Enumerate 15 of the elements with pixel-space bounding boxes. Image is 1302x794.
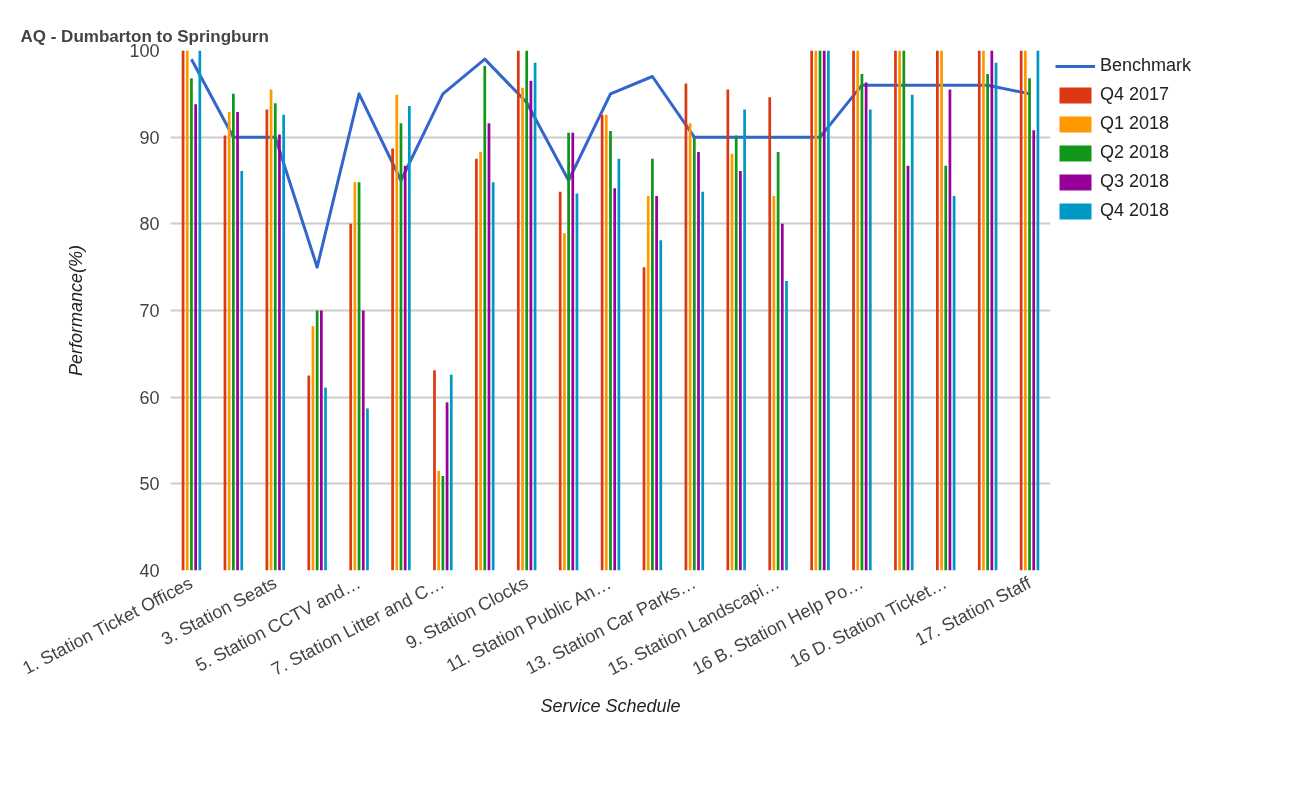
- y-tick-label: 40: [139, 561, 160, 581]
- y-tick-label: 70: [139, 301, 160, 321]
- legend-label: Benchmark: [1100, 55, 1192, 76]
- legend-label: Q3 2018: [1100, 171, 1170, 192]
- y-tick-label: 100: [129, 41, 160, 61]
- legend-label: Q4 2017: [1100, 84, 1170, 105]
- y-tick-label: 60: [139, 387, 160, 408]
- legend-label: Q2 2018: [1100, 142, 1170, 163]
- y-tick-label: 90: [139, 127, 160, 148]
- legend-label: Q4 2018: [1100, 200, 1170, 221]
- legend-label: Q1 2018: [1100, 113, 1170, 134]
- y-tick-label: 80: [139, 214, 160, 235]
- x-axis-title: Service Schedule: [540, 696, 681, 717]
- y-tick-label: 50: [139, 474, 160, 495]
- y-axis-title: Performance(%): [66, 244, 87, 377]
